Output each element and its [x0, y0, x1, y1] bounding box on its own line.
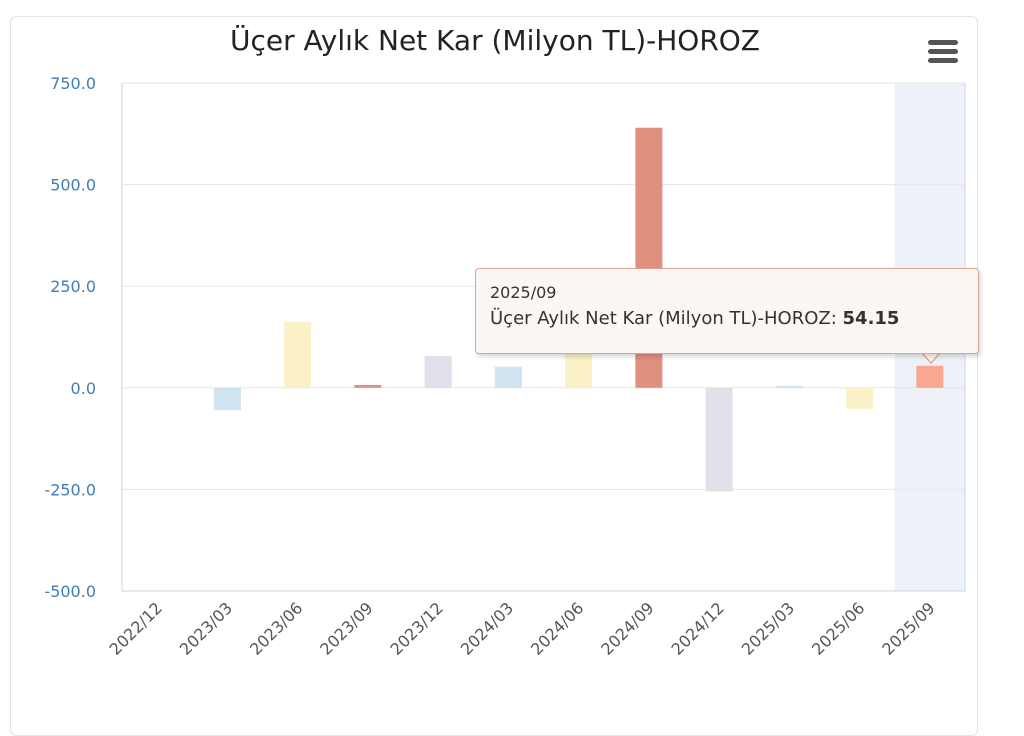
- bar: [916, 365, 944, 388]
- x-tick-label: 2023/06: [246, 598, 306, 658]
- x-tick-label: 2023/12: [387, 598, 447, 658]
- x-tick-label: 2024/03: [457, 598, 517, 658]
- bar: [494, 366, 522, 388]
- x-tick-label: 2025/06: [808, 598, 868, 658]
- x-tick-label: 2022/12: [106, 598, 166, 658]
- bar: [424, 356, 452, 388]
- y-tick-label: -250.0: [44, 480, 96, 499]
- tooltip-series-label: Üçer Aylık Net Kar (Milyon TL)-HOROZ:: [490, 308, 837, 329]
- bar: [705, 387, 733, 492]
- tooltip: 2025/09 Üçer Aylık Net Kar (Milyon TL)-H…: [475, 268, 979, 354]
- x-tick-label: 2024/09: [597, 598, 657, 658]
- chart-card: [10, 16, 978, 736]
- tooltip-line: Üçer Aylık Net Kar (Milyon TL)-HOROZ: 54…: [490, 308, 899, 329]
- x-tick-label: 2025/09: [878, 598, 938, 658]
- chart-title: Üçer Aylık Net Kar (Milyon TL)-HOROZ: [229, 24, 760, 57]
- y-tick-label: -500.0: [44, 582, 96, 601]
- x-tick-label: 2023/03: [176, 598, 236, 658]
- x-tick-label: 2024/12: [668, 598, 728, 658]
- y-tick-label: 250.0: [50, 277, 96, 296]
- tooltip-date: 2025/09: [490, 283, 557, 302]
- tooltip-arrow-inner: [922, 352, 940, 362]
- tooltip-value: 54.15: [842, 308, 900, 329]
- bar: [284, 321, 312, 388]
- x-tick-label: 2025/03: [738, 598, 798, 658]
- y-tick-label: 500.0: [50, 176, 96, 195]
- bar: [354, 384, 382, 388]
- hamburger-menu-icon[interactable]: [928, 40, 962, 68]
- x-tick-label: 2023/09: [316, 598, 376, 658]
- y-tick-label: 750.0: [50, 74, 96, 93]
- x-tick-label: 2024/06: [527, 598, 587, 658]
- y-tick-label: 0.0: [71, 379, 96, 398]
- bar: [775, 385, 803, 388]
- bar: [846, 387, 874, 409]
- bar: [213, 387, 241, 411]
